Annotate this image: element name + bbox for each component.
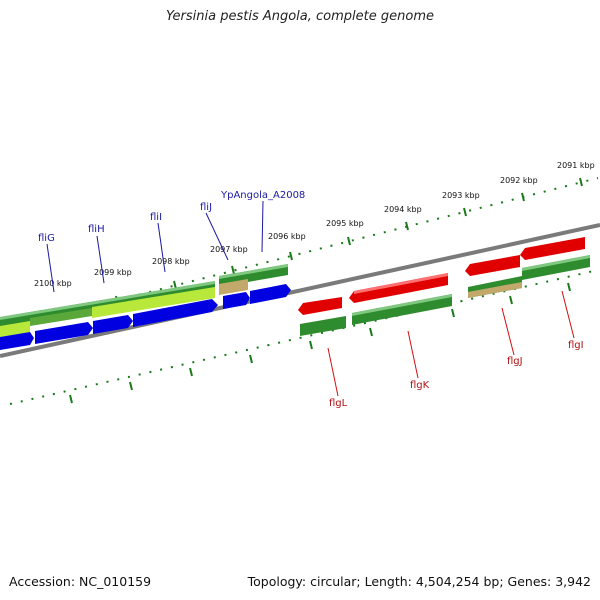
ruler-label-2097: 2097 kbp: [210, 245, 248, 254]
red-arrow-flgJ[interactable]: [465, 255, 520, 276]
lower-ruler: [9, 269, 599, 405]
green-cds-flgL[interactable]: [300, 316, 346, 336]
gene-label-fliH: fliH: [88, 224, 105, 235]
gene-label-fliI: fliI: [150, 212, 162, 223]
gene-label-flgJ: flgJ: [507, 356, 523, 367]
ruler-label-2098: 2098 kbp: [152, 257, 190, 266]
lower-gene-labels: flgL flgK flgJ flgI: [329, 340, 584, 409]
gene-label-flgK: flgK: [410, 380, 430, 391]
ruler-label-2095: 2095 kbp: [326, 219, 364, 228]
upper-ruler: [0, 177, 599, 331]
accession-text: Accession: NC_010159: [9, 574, 152, 589]
ruler-label-2096: 2096 kbp: [268, 232, 306, 241]
forward-strand-features: [0, 264, 291, 350]
topology-text: Topology: circular; Length: 4,504,254 bp…: [247, 574, 591, 589]
forward-cds-fliJ-highlight: [219, 264, 288, 279]
blue-arrow-4[interactable]: [133, 299, 218, 327]
upper-label-leaders: [46, 200, 264, 293]
forward-cds-highlight: [0, 281, 215, 320]
blue-arrow-6[interactable]: [250, 284, 291, 304]
upper-gene-labels: fliG fliH fliI fliJ YpAngola_A2008: [38, 190, 305, 244]
green-cds-flgK-highlight: [352, 294, 452, 316]
lower-label-leaders: [327, 290, 575, 397]
ruler-label-2092: 2092 kbp: [500, 176, 538, 185]
red-arrow-flgL[interactable]: [298, 297, 342, 315]
green-cds-flgI-highlight: [522, 255, 590, 271]
tan-band-flgJ[interactable]: [468, 282, 522, 298]
reverse-strand-features: [298, 237, 590, 336]
red-arrow-flgK-highlight: [354, 273, 448, 294]
ruler-label-2093: 2093 kbp: [442, 191, 480, 200]
blue-arrow-2[interactable]: [35, 322, 93, 344]
gene-label-flgL: flgL: [329, 398, 348, 409]
gene-label-fliG: fliG: [38, 233, 55, 244]
blue-arrow-1[interactable]: [0, 332, 34, 350]
gene-label-fliJ: fliJ: [200, 202, 212, 213]
blue-arrow-5[interactable]: [223, 292, 250, 309]
lower-ruler-major-ticks: [69, 282, 571, 404]
gene-label-flgI: flgI: [568, 340, 584, 351]
tan-band-fliJ[interactable]: [219, 279, 248, 295]
ruler-labels: 2091 kbp 2092 kbp 2093 kbp 2094 kbp 2095…: [34, 161, 595, 288]
yellowgreen-band-3: [30, 308, 92, 326]
ruler-label-2091: 2091 kbp: [557, 161, 595, 170]
ruler-label-2094: 2094 kbp: [384, 205, 422, 214]
genome-backbone: [0, 223, 600, 358]
red-arrow-flgI[interactable]: [520, 237, 585, 260]
yellowgreen-band-2: [92, 287, 215, 318]
yellowgreen-band[interactable]: [0, 321, 30, 337]
map-title: Yersinia pestis Angola, complete genome: [166, 9, 434, 24]
ruler-label-2099: 2099 kbp: [94, 268, 132, 277]
gene-label-YpAngola_A2008: YpAngola_A2008: [220, 190, 305, 201]
blue-arrow-3[interactable]: [93, 315, 133, 334]
